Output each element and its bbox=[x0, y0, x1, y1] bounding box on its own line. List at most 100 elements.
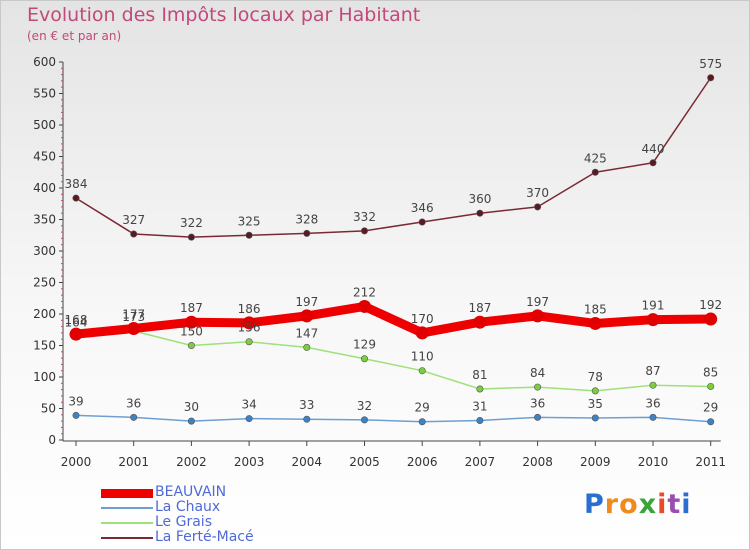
data-label: 212 bbox=[353, 285, 376, 299]
data-label: 78 bbox=[588, 370, 603, 384]
data-point bbox=[187, 233, 195, 241]
data-point bbox=[245, 415, 253, 423]
data-label: 29 bbox=[415, 401, 430, 415]
data-label: 129 bbox=[353, 338, 376, 352]
data-point bbox=[72, 411, 80, 419]
x-tick-label: 2002 bbox=[176, 455, 207, 469]
data-point bbox=[704, 312, 718, 326]
x-tick-label: 2011 bbox=[695, 455, 726, 469]
data-point bbox=[707, 382, 715, 390]
data-label: 33 bbox=[299, 398, 314, 412]
data-label: 187 bbox=[180, 301, 203, 315]
y-tick-label: 450 bbox=[33, 150, 56, 164]
y-tick-label: 350 bbox=[33, 213, 56, 227]
x-tick-label: 2007 bbox=[465, 455, 496, 469]
series-line-2 bbox=[75, 330, 712, 392]
logo-letter: t bbox=[667, 489, 682, 520]
data-label: 85 bbox=[703, 365, 718, 379]
x-tick-label: 2003 bbox=[234, 455, 265, 469]
data-label: 29 bbox=[703, 401, 718, 415]
x-tick-label: 2006 bbox=[407, 455, 438, 469]
data-point bbox=[130, 230, 138, 238]
data-point bbox=[242, 316, 256, 330]
data-point bbox=[591, 414, 599, 422]
data-label: 191 bbox=[642, 299, 665, 313]
data-point bbox=[646, 313, 660, 327]
data-label: 110 bbox=[411, 350, 434, 364]
data-point bbox=[473, 315, 487, 329]
data-label: 150 bbox=[180, 325, 203, 339]
x-tick-label: 2001 bbox=[118, 455, 149, 469]
chart-subtitle: (en € et par an) bbox=[27, 29, 122, 43]
legend-label: La Chaux bbox=[155, 499, 221, 515]
data-label: 328 bbox=[295, 212, 318, 226]
data-label: 35 bbox=[588, 397, 603, 411]
data-label: 425 bbox=[584, 151, 607, 165]
proxiti-logo: Proxiti bbox=[584, 489, 692, 520]
data-label: 332 bbox=[353, 210, 376, 224]
legend-swatch bbox=[101, 537, 153, 539]
data-point bbox=[69, 327, 83, 341]
data-label: 84 bbox=[530, 366, 545, 380]
data-label: 168 bbox=[65, 313, 88, 327]
logo-letter: P bbox=[584, 489, 605, 520]
data-point bbox=[591, 387, 599, 395]
y-tick-label: 400 bbox=[33, 181, 56, 195]
data-label: 31 bbox=[472, 399, 487, 413]
y-tick-label: 250 bbox=[33, 276, 56, 290]
x-tick-label: 2010 bbox=[638, 455, 669, 469]
x-tick-label: 2005 bbox=[349, 455, 380, 469]
data-label: 36 bbox=[530, 396, 545, 410]
data-point bbox=[531, 309, 545, 323]
data-point bbox=[360, 355, 368, 363]
x-tick-label: 2000 bbox=[61, 455, 92, 469]
data-point bbox=[300, 309, 314, 323]
series-line-3 bbox=[75, 77, 712, 238]
data-label: 192 bbox=[699, 298, 722, 312]
data-point bbox=[707, 418, 715, 426]
data-point bbox=[303, 343, 311, 351]
data-point bbox=[184, 315, 198, 329]
logo-letter: i bbox=[657, 489, 668, 520]
data-label: 170 bbox=[411, 312, 434, 326]
legend-label: BEAUVAIN bbox=[155, 484, 227, 500]
x-tick-label: 2004 bbox=[292, 455, 323, 469]
legend-swatch bbox=[101, 522, 153, 524]
data-point bbox=[649, 413, 657, 421]
series-line-0 bbox=[71, 301, 716, 339]
data-point bbox=[187, 341, 195, 349]
data-point bbox=[534, 413, 542, 421]
data-label: 185 bbox=[584, 302, 607, 316]
data-point bbox=[418, 418, 426, 426]
data-point bbox=[588, 316, 602, 330]
data-point bbox=[187, 417, 195, 425]
data-label: 164 bbox=[65, 316, 88, 330]
data-label: 87 bbox=[645, 364, 660, 378]
data-point bbox=[72, 194, 80, 202]
data-label: 327 bbox=[122, 213, 145, 227]
data-point bbox=[418, 218, 426, 226]
y-tick-label: 200 bbox=[33, 307, 56, 321]
x-tick-label: 2009 bbox=[580, 455, 611, 469]
data-label: 36 bbox=[126, 396, 141, 410]
data-label: 186 bbox=[238, 302, 261, 316]
data-point bbox=[245, 231, 253, 239]
y-tick-label: 0 bbox=[48, 433, 56, 447]
data-label: 384 bbox=[65, 177, 88, 191]
x-tick-label: 2008 bbox=[522, 455, 553, 469]
legend-swatch bbox=[101, 488, 153, 498]
chart-title: Evolution des Impôts locaux par Habitant bbox=[27, 4, 421, 26]
data-label: 173 bbox=[122, 310, 145, 324]
data-point bbox=[360, 416, 368, 424]
y-tick-label: 100 bbox=[33, 370, 56, 384]
data-point bbox=[476, 385, 484, 393]
data-label: 81 bbox=[472, 368, 487, 382]
data-point bbox=[534, 383, 542, 391]
data-label: 360 bbox=[468, 192, 491, 206]
data-label: 177 bbox=[122, 307, 145, 321]
data-label: 197 bbox=[295, 295, 318, 309]
data-label: 32 bbox=[357, 399, 372, 413]
data-point bbox=[418, 367, 426, 375]
